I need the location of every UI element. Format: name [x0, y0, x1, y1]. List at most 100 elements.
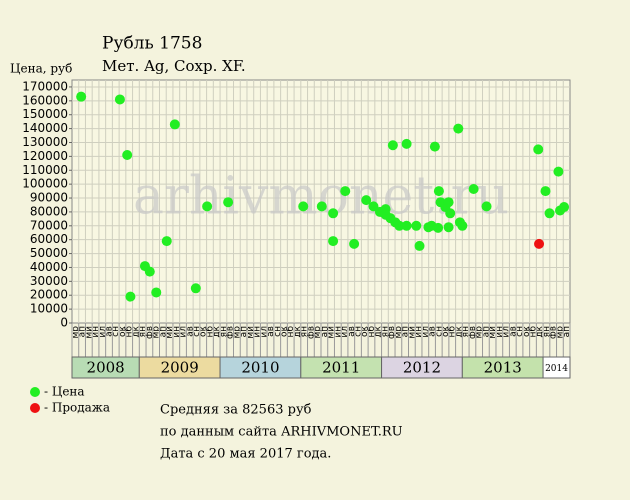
month-label: ап: [158, 326, 168, 338]
month-label: мй: [246, 326, 256, 339]
data-point: [443, 222, 454, 233]
month-label: ок: [360, 325, 370, 337]
data-point: [122, 149, 133, 160]
watermark: arhivmonet.ru: [133, 167, 509, 227]
month-label: ав: [185, 326, 195, 337]
month-label: ин: [333, 326, 343, 338]
data-point: [540, 186, 551, 197]
year-band: [542, 356, 571, 379]
data-point: [387, 140, 398, 151]
month-label: ил: [98, 326, 108, 338]
month-label: нб: [367, 326, 377, 338]
month-label: ок: [441, 325, 451, 337]
month-label: ав: [347, 326, 357, 337]
month-label: дк: [212, 325, 222, 337]
month-label: сн: [354, 326, 364, 337]
month-label: ав: [428, 326, 438, 337]
month-label: ав: [508, 326, 518, 337]
month-label: фв: [387, 326, 397, 339]
month-label: ян: [219, 326, 229, 337]
data-point: [433, 186, 444, 197]
month-label: мр: [313, 326, 323, 339]
y-tick-label: 140000: [22, 121, 68, 135]
chart-subtitle: Мет. Ag, Сохр. XF.: [102, 57, 246, 75]
month-label: ил: [502, 326, 512, 338]
data-point: [125, 291, 136, 302]
y-tick-label: 90000: [30, 191, 68, 205]
data-point: [298, 201, 309, 212]
data-point: [533, 144, 544, 155]
month-label: ап: [78, 326, 88, 338]
month-label: ап: [239, 326, 249, 338]
data-point: [429, 141, 440, 152]
month-label: ок: [118, 325, 128, 337]
data-point: [114, 94, 125, 105]
month-label: мр: [555, 326, 565, 339]
month-label: дк: [293, 325, 303, 337]
data-point: [202, 201, 213, 212]
y-tick-label: 60000: [30, 232, 68, 246]
chart-title: Рубль 1758: [102, 34, 202, 54]
month-label: ап: [562, 326, 572, 338]
data-point: [411, 220, 422, 231]
data-point: [316, 201, 327, 212]
month-label: ян: [542, 326, 552, 337]
month-label: нб: [286, 326, 296, 338]
data-point: [457, 220, 468, 231]
month-label: ок: [522, 325, 532, 337]
month-label: ин: [172, 326, 182, 338]
year-label: 2010: [241, 359, 279, 377]
month-label: дк: [454, 325, 464, 337]
y-tick-label: 30000: [30, 274, 68, 288]
y-tick-label: 80000: [30, 204, 68, 218]
month-label: ин: [495, 326, 505, 338]
y-tick-label: 10000: [30, 302, 68, 316]
month-label: ок: [279, 325, 289, 337]
note: по данным сайта ARHIVMONET.RU: [160, 425, 403, 440]
month-label: сн: [515, 326, 525, 337]
y-tick-label: 170000: [22, 79, 68, 93]
month-label: дк: [131, 325, 141, 337]
y-tick-label: 20000: [30, 288, 68, 302]
month-label: ап: [481, 326, 491, 338]
month-label: ав: [105, 326, 115, 337]
month-label: нб: [205, 326, 215, 338]
y-axis-label: Цена, руб: [10, 62, 72, 76]
y-tick-label: 0: [60, 316, 68, 330]
month-label: ян: [300, 326, 310, 337]
month-label: мй: [165, 326, 175, 339]
month-label: ин: [414, 326, 424, 338]
data-point: [328, 208, 339, 219]
month-label: фв: [145, 326, 155, 339]
month-label: фв: [306, 326, 316, 339]
month-label: ян: [138, 326, 148, 337]
month-label: мр: [394, 326, 404, 339]
legend-label: - Цена: [44, 385, 85, 399]
year-label: 2011: [322, 359, 360, 377]
data-point: [401, 220, 412, 231]
y-tick-label: 110000: [22, 163, 68, 177]
data-point: [445, 208, 456, 219]
month-label: дк: [374, 325, 384, 337]
month-label: ян: [380, 326, 390, 337]
y-tick-label: 130000: [22, 135, 68, 149]
data-point: [401, 138, 412, 149]
y-tick-label: 40000: [30, 260, 68, 274]
data-point: [544, 208, 555, 219]
data-point: [534, 238, 545, 249]
month-label: мй: [488, 326, 498, 339]
month-label: мр: [152, 326, 162, 339]
data-point: [481, 201, 492, 212]
month-label: мр: [232, 326, 242, 339]
y-tick-label: 150000: [22, 107, 68, 121]
data-point: [144, 266, 155, 277]
y-tick-label: 100000: [22, 177, 68, 191]
note: Дата с 20 мая 2017 года.: [160, 447, 331, 462]
data-point: [433, 222, 444, 233]
data-point: [340, 186, 351, 197]
month-label: ок: [199, 325, 209, 337]
month-label: мй: [84, 326, 94, 339]
year-label: 2014: [545, 364, 568, 374]
data-point: [190, 283, 201, 294]
